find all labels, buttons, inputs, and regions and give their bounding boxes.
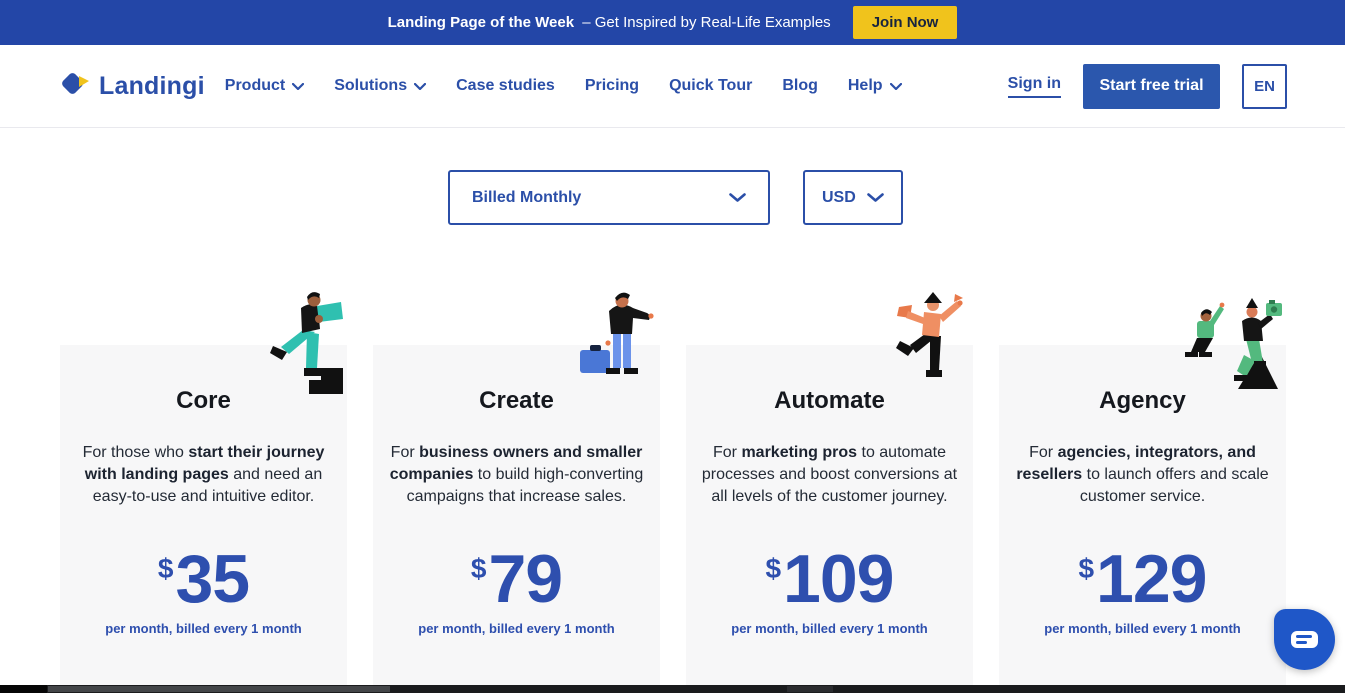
price-amount: 129 bbox=[1096, 541, 1207, 617]
illustration-two-people bbox=[1185, 298, 1282, 389]
horizontal-scrollbar[interactable] bbox=[0, 685, 1345, 693]
desc-pre: For bbox=[390, 444, 420, 461]
nav-product[interactable]: Product bbox=[224, 77, 305, 95]
desc-bold: agencies, integrators, and resellers bbox=[1016, 444, 1256, 483]
billing-period-select[interactable]: Billed Monthly bbox=[448, 170, 770, 225]
currency-value: USD bbox=[822, 188, 856, 206]
nav-blog[interactable]: Blog bbox=[782, 77, 818, 95]
site-header: Landingi Product Solutions Case studies … bbox=[0, 45, 1345, 128]
price-amount: 109 bbox=[783, 541, 894, 617]
plan-card-automate: Automate For marketing pros to automate … bbox=[686, 292, 973, 693]
chevron-down-icon bbox=[729, 193, 746, 202]
illustration-person-briefcase bbox=[580, 292, 654, 374]
header-actions: Sign in Start free trial EN bbox=[1007, 63, 1287, 109]
nav-case-studies-label: Case studies bbox=[456, 77, 555, 94]
chevron-down-icon bbox=[292, 82, 305, 90]
sign-in-link[interactable]: Sign in bbox=[1007, 75, 1061, 98]
landingi-logo[interactable]: Landingi bbox=[60, 71, 205, 101]
illustration-person-running bbox=[896, 292, 963, 377]
billing-note: per month, billed every 1 month bbox=[731, 620, 928, 636]
desc-post: to build high-converting campaigns that … bbox=[406, 466, 644, 505]
currency-symbol: $ bbox=[470, 553, 487, 584]
plan-price: $ 129 bbox=[999, 541, 1286, 617]
plan-price: $ 79 bbox=[373, 541, 660, 617]
chevron-down-icon bbox=[867, 193, 884, 202]
nav-help[interactable]: Help bbox=[848, 77, 902, 95]
desc-post: to launch offers and scale customer serv… bbox=[1079, 466, 1269, 505]
nav-product-label: Product bbox=[224, 77, 286, 94]
start-free-trial-button[interactable]: Start free trial bbox=[1083, 63, 1220, 109]
scrollbar-corner bbox=[0, 685, 47, 693]
plan-price: $ 109 bbox=[686, 541, 973, 617]
plan-card-core: Core For those who start their journey w… bbox=[60, 292, 347, 693]
plan-description: For business owners and smaller companie… bbox=[389, 442, 645, 540]
chat-widget-button[interactable] bbox=[1274, 609, 1335, 670]
join-now-button[interactable]: Join Now bbox=[852, 6, 958, 39]
nav-pricing[interactable]: Pricing bbox=[585, 77, 639, 95]
desc-post: and need an easy-to-use and intuitive ed… bbox=[92, 466, 323, 505]
logo-text: Landingi bbox=[99, 71, 205, 100]
desc-pre: For bbox=[713, 444, 742, 461]
main-nav: Product Solutions Case studies Pricing Q… bbox=[225, 77, 902, 95]
currency-symbol: $ bbox=[157, 553, 174, 584]
billing-note: per month, billed every 1 month bbox=[1044, 620, 1241, 636]
promo-highlight: Landing Page of the Week bbox=[387, 14, 575, 31]
plan-price: $ 35 bbox=[60, 541, 347, 617]
nav-quick-tour[interactable]: Quick Tour bbox=[669, 77, 752, 95]
nav-quick-tour-label: Quick Tour bbox=[669, 77, 753, 94]
price-amount: 79 bbox=[488, 541, 563, 617]
plan-card-create: Create For business owners and smaller c… bbox=[373, 292, 660, 693]
nav-blog-label: Blog bbox=[782, 77, 818, 94]
desc-pre: For bbox=[1029, 444, 1058, 461]
scrollbar-thumb[interactable] bbox=[48, 686, 390, 692]
plan-description: For marketing pros to automate processes… bbox=[702, 442, 958, 540]
desc-bold: business owners and smaller companies bbox=[389, 444, 643, 483]
billing-note: per month, billed every 1 month bbox=[418, 620, 615, 636]
nav-solutions-label: Solutions bbox=[334, 77, 408, 94]
plan-card-agency: Agency For agencies, integrators, and re… bbox=[999, 298, 1286, 693]
chevron-down-icon bbox=[414, 82, 427, 90]
illustration-person-laptop bbox=[270, 292, 343, 394]
language-selector[interactable]: EN bbox=[1242, 63, 1287, 109]
pricing-cards: Core For those who start their journey w… bbox=[60, 292, 1286, 693]
promo-text: Landing Page of the Week – Get Inspired … bbox=[388, 14, 831, 31]
plan-description: For agencies, integrators, and resellers… bbox=[1015, 442, 1271, 540]
desc-bold: marketing pros bbox=[741, 444, 858, 461]
desc-pre: For those who bbox=[82, 444, 189, 461]
nav-solutions[interactable]: Solutions bbox=[334, 77, 427, 95]
billing-period-value: Billed Monthly bbox=[472, 188, 582, 206]
nav-case-studies[interactable]: Case studies bbox=[456, 77, 555, 95]
promo-message: – Get Inspired by Real-Life Examples bbox=[582, 14, 831, 31]
scrollbar-thumb-secondary[interactable] bbox=[787, 686, 833, 692]
plan-name: Agency bbox=[1099, 387, 1186, 414]
desc-post: to automate processes and boost conversi… bbox=[701, 444, 958, 505]
price-amount: 35 bbox=[175, 541, 250, 617]
desc-bold: start their journey with landing pages bbox=[84, 444, 325, 483]
plan-name: Create bbox=[479, 387, 554, 414]
billing-note: per month, billed every 1 month bbox=[105, 620, 302, 636]
landingi-logo-icon bbox=[62, 73, 89, 94]
chat-bubble-icon bbox=[1291, 631, 1318, 648]
plan-name: Automate bbox=[774, 387, 885, 414]
chevron-down-icon bbox=[889, 82, 902, 90]
nav-pricing-label: Pricing bbox=[584, 77, 640, 94]
promo-banner: Landing Page of the Week – Get Inspired … bbox=[0, 0, 1345, 45]
currency-select[interactable]: USD bbox=[803, 170, 903, 225]
plan-name: Core bbox=[176, 387, 231, 414]
currency-symbol: $ bbox=[765, 553, 782, 584]
pricing-filters: Billed Monthly USD bbox=[448, 170, 903, 225]
plan-description: For those who start their journey with l… bbox=[76, 442, 332, 540]
currency-symbol: $ bbox=[1078, 553, 1095, 584]
nav-help-label: Help bbox=[847, 77, 883, 94]
